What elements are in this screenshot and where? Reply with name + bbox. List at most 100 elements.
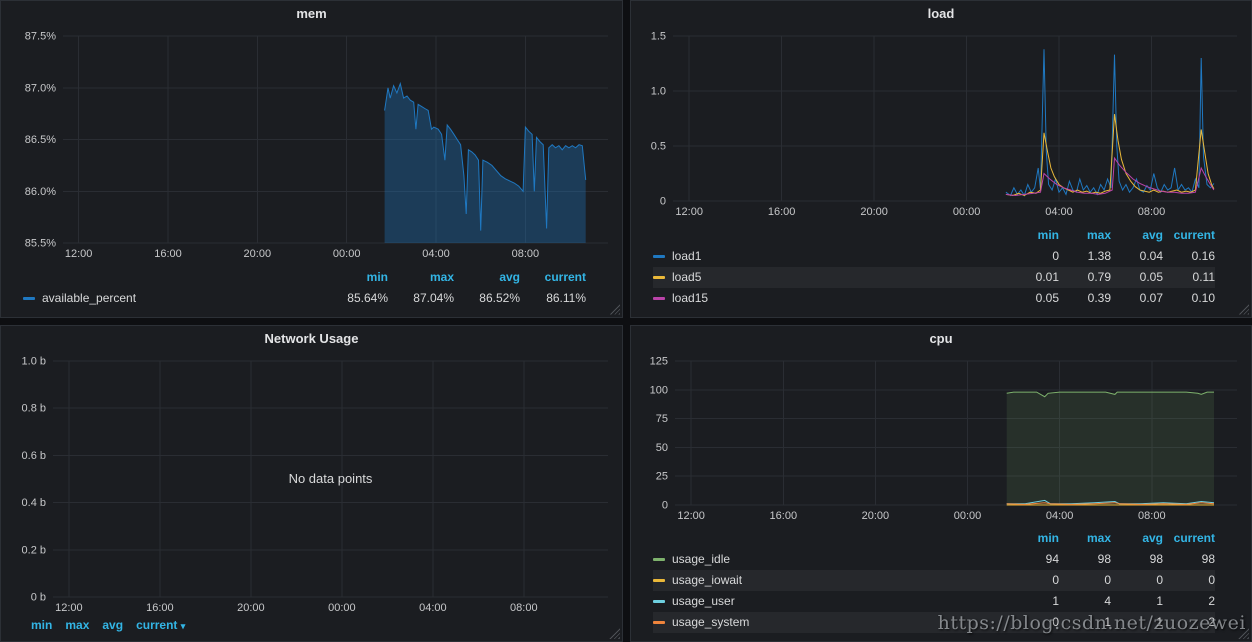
legend-sort-max[interactable]: max — [65, 618, 90, 632]
legend-value: 0.05 — [1035, 290, 1059, 305]
series-toggle[interactable]: load1 — [653, 246, 1007, 267]
legend-sort-current[interactable]: current — [544, 269, 586, 284]
legend-value: 1 — [1156, 615, 1163, 629]
x-axis-label: 04:00 — [422, 248, 450, 260]
series-toggle[interactable]: usage_user — [653, 591, 1007, 612]
y-axis-label: 0.6 b — [22, 449, 46, 461]
series-toggle[interactable]: usage_system — [653, 612, 1007, 633]
panel-title-load[interactable]: load — [927, 6, 955, 21]
y-axis-label: 0 — [662, 499, 668, 511]
series-line-usage_user — [1006, 499, 1215, 504]
legend-sort-avg[interactable]: avg — [102, 618, 124, 632]
legend-sort-min[interactable]: min — [366, 269, 388, 284]
legend-row: usage_user 1 4 1 2 — [653, 591, 1215, 612]
legend-sort-current[interactable]: current ▾ — [136, 618, 186, 632]
x-axis-label: 12:00 — [65, 248, 93, 260]
legend-sort-avg[interactable]: avg — [1142, 531, 1163, 545]
x-axis-label: 04:00 — [1046, 510, 1074, 522]
cpu-legend: min max avg current usage_idle 94 98 98 98 usage_… — [631, 526, 1251, 641]
legend-value: 1 — [1052, 594, 1059, 608]
series-swatch — [23, 296, 35, 300]
legend-row: load5 0.01 0.79 0.05 0.11 — [653, 266, 1215, 288]
legend-sort-max[interactable]: max — [429, 269, 454, 284]
panel-title-mem[interactable]: mem — [296, 6, 327, 21]
legend-value: 86.11% — [546, 290, 586, 305]
y-axis-label: 86.0% — [25, 186, 56, 198]
x-axis-label: 00:00 — [954, 510, 982, 522]
series-swatch — [653, 621, 665, 624]
x-axis-label: 20:00 — [244, 248, 272, 260]
y-axis-label: 87.0% — [25, 82, 56, 94]
legend-sort-current[interactable]: current — [1173, 227, 1215, 242]
x-axis-label: 20:00 — [237, 602, 265, 614]
legend-header-row: min max avg current — [23, 267, 586, 288]
legend-value: 0.05 — [1139, 269, 1163, 284]
mem-legend: min max avg current available_percent 85.64% 8… — [1, 265, 622, 317]
x-axis-label: 00:00 — [328, 602, 356, 614]
legend-row: available_percent 85.64% 87.04% 86.52% 86.11… — [23, 288, 586, 309]
legend-sort-avg[interactable]: avg — [1142, 227, 1163, 242]
legend-value: 0.04 — [1139, 248, 1163, 263]
x-axis-label: 08:00 — [1138, 206, 1166, 218]
mem-graph-area[interactable]: 85.5% 86.0% 86.5% 87.0% 87.5% 12:00 16:00 20:00… — [1, 26, 622, 265]
series-fill-available_percent — [384, 83, 586, 243]
legend-value: 0 — [1208, 573, 1215, 587]
legend-value: 1 — [1156, 594, 1163, 608]
legend-value: 0 — [1052, 615, 1059, 629]
series-toggle[interactable]: usage_idle — [653, 549, 1007, 570]
panel-resize-handle[interactable] — [1238, 628, 1249, 639]
legend-sort-avg[interactable]: avg — [499, 269, 520, 284]
panel-title-network[interactable]: Network Usage — [264, 330, 359, 346]
legend-value: 2 — [1208, 594, 1215, 608]
series-swatch — [653, 254, 665, 258]
legend-value: 0 — [1104, 573, 1111, 587]
y-axis-label: 0.2 b — [22, 544, 46, 556]
y-axis-label: 1.0 — [651, 86, 666, 98]
legend-value: 94 — [1045, 552, 1059, 566]
legend-row: usage_idle 94 98 98 98 — [653, 549, 1215, 570]
legend-row: usage_system 0 1 1 2 — [653, 612, 1215, 633]
series-line-usage_system — [1006, 501, 1215, 505]
panel-title-cpu[interactable]: cpu — [929, 330, 953, 346]
legend-sort-min[interactable]: min — [31, 618, 53, 632]
x-axis-label: 12:00 — [677, 510, 705, 522]
series-line-load15 — [1005, 156, 1215, 197]
legend-value: 4 — [1104, 594, 1111, 608]
legend-sort-current[interactable]: current — [1173, 531, 1215, 545]
panel-resize-handle[interactable] — [1238, 303, 1249, 315]
x-axis-label: 16:00 — [768, 206, 796, 218]
legend-value: 1.38 — [1087, 248, 1111, 263]
legend-value: 0.11 — [1192, 269, 1215, 284]
cpu-graph-area[interactable]: 0 25 50 75 100 125 12:00 16:00 20:00 00:00 04:00 08… — [631, 351, 1251, 527]
x-axis-label: 16:00 — [146, 602, 174, 614]
series-toggle[interactable]: load5 — [653, 267, 1007, 288]
series-toggle[interactable]: available_percent — [23, 288, 322, 309]
legend-value: 98 — [1097, 552, 1111, 566]
x-axis-label: 00:00 — [953, 206, 981, 218]
legend-value: 0 — [1052, 573, 1059, 587]
x-axis-label: 12:00 — [675, 206, 703, 218]
y-axis-label: 0.8 b — [22, 402, 46, 414]
y-axis-label: 25 — [656, 470, 668, 482]
legend-row: usage_iowait 0 0 0 0 — [653, 570, 1215, 591]
network-graph-area[interactable]: 0 b 0.2 b 0.4 b 0.6 b 0.8 b 1.0 b 12:00 16:00 20… — [1, 351, 622, 619]
panel-resize-handle[interactable] — [609, 628, 620, 639]
chart-svg: 0 25 50 75 100 125 12:00 16:00 20:00 00:00 04:00 08… — [650, 355, 1237, 522]
y-axis-label: 0.5 — [651, 141, 666, 153]
legend-value: 85.64% — [347, 290, 388, 305]
y-axis-label: 0 — [660, 196, 666, 208]
legend-sort-max[interactable]: max — [1086, 227, 1111, 242]
y-axis-label: 100 — [650, 384, 668, 396]
series-toggle[interactable]: usage_iowait — [653, 570, 1007, 591]
legend-sort-min[interactable]: min — [1037, 531, 1059, 545]
load-graph-area[interactable]: 0 0.5 1.0 1.5 12:00 16:00 20:00 00:00 04:00 08:00 — [631, 26, 1251, 223]
y-axis-label: 0 b — [31, 591, 46, 603]
legend-sort-min[interactable]: min — [1037, 227, 1059, 242]
x-axis-label: 08:00 — [1138, 510, 1166, 522]
legend-sort-max[interactable]: max — [1086, 531, 1111, 545]
network-legend: min max avg current ▾ — [1, 618, 622, 641]
legend-value: 0.10 — [1191, 290, 1215, 305]
panel-resize-handle[interactable] — [609, 303, 620, 315]
series-toggle[interactable]: load15 — [653, 288, 1007, 309]
